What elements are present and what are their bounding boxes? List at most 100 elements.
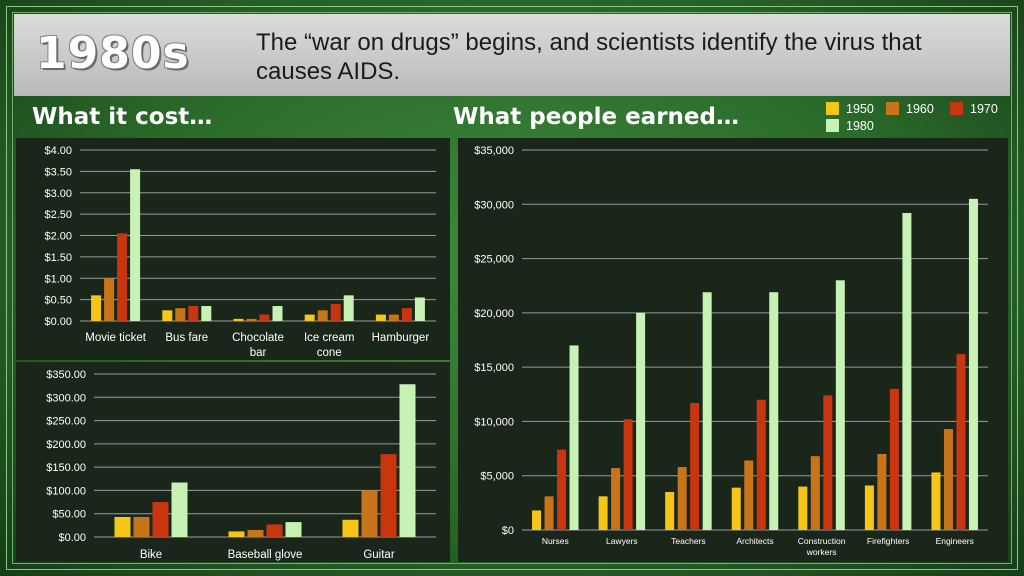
cost-small-category-label: Hamburger bbox=[372, 332, 430, 344]
cost-large-bar-1980 bbox=[285, 522, 302, 537]
cost-large-ytick-label: $0.00 bbox=[58, 532, 86, 544]
cost-small-bar-1960 bbox=[175, 308, 186, 321]
cost-small-category-label: cone bbox=[317, 347, 342, 359]
earnings-category-label: Architects bbox=[736, 536, 773, 546]
earnings-bar-1980 bbox=[569, 345, 579, 530]
cost-small-bar-1970 bbox=[401, 308, 412, 321]
earnings-bar-1980 bbox=[968, 198, 978, 530]
cost-chart-small-items-svg: $0.00 $0.50 $1.00 $1.50 $2.00 $2.50 $3.00 $3.50… bbox=[44, 145, 436, 359]
cost-small-ytick-label: $2.00 bbox=[44, 231, 72, 243]
cost-small-ytick-label: $3.50 bbox=[44, 166, 72, 178]
earnings-bar-1980 bbox=[769, 292, 779, 530]
cost-small-bar-1980 bbox=[343, 295, 354, 321]
cost-small-category-label: Ice cream bbox=[304, 332, 355, 344]
cost-large-bar-1960 bbox=[247, 530, 264, 537]
cost-large-bar-1950 bbox=[342, 519, 359, 537]
cost-large-category-label: Guitar bbox=[363, 549, 394, 561]
earnings-bar-1950 bbox=[931, 472, 941, 530]
cost-small-ytick-label: $1.50 bbox=[44, 252, 72, 264]
earnings-ytick-label: $5,000 bbox=[480, 471, 514, 483]
legend-label-1970: 1970 bbox=[970, 102, 998, 116]
legend-label-1980: 1980 bbox=[846, 119, 874, 133]
cost-large-ytick-label: $350.00 bbox=[46, 369, 86, 381]
earnings-category-label: workers bbox=[806, 547, 837, 557]
era-title: 1980s bbox=[36, 28, 190, 79]
cost-small-bar-1950 bbox=[91, 295, 102, 321]
cost-small-ytick-label: $2.50 bbox=[44, 209, 72, 221]
cost-small-ytick-label: $0.50 bbox=[44, 295, 72, 307]
earnings-bar-1970 bbox=[823, 395, 833, 530]
cost-large-bar-1980 bbox=[399, 384, 416, 537]
cost-small-bar-1950 bbox=[375, 314, 386, 321]
earned-section-title: What people earned… bbox=[453, 104, 739, 130]
earnings-bar-1970 bbox=[956, 354, 966, 530]
cost-small-category-label: Chocolate bbox=[232, 332, 284, 344]
title-banner: 1980s The “war on drugs” begins, and sci… bbox=[14, 14, 1010, 96]
cost-large-ytick-label: $200.00 bbox=[46, 439, 86, 451]
earnings-ytick-label: $20,000 bbox=[474, 308, 514, 320]
cost-small-bar-1960 bbox=[388, 314, 399, 321]
earnings-category-label: Firefighters bbox=[867, 536, 910, 546]
earnings-category-label: Engineers bbox=[936, 536, 974, 546]
cost-small-ytick-label: $3.00 bbox=[44, 188, 72, 200]
earnings-ytick-label: $15,000 bbox=[474, 362, 514, 374]
cost-large-bar-1960 bbox=[133, 516, 150, 537]
legend-label-1960: 1960 bbox=[906, 102, 934, 116]
cost-large-bar-1970 bbox=[266, 524, 283, 537]
earnings-bar-1970 bbox=[889, 388, 899, 530]
earnings-ytick-label: $10,000 bbox=[474, 416, 514, 428]
earnings-bar-1980 bbox=[702, 292, 712, 530]
cost-small-ytick-label: $1.00 bbox=[44, 273, 72, 285]
earnings-category-label: Nurses bbox=[542, 536, 569, 546]
cost-large-ytick-label: $250.00 bbox=[46, 416, 86, 428]
earnings-bar-1970 bbox=[690, 402, 700, 530]
earnings-bar-1950 bbox=[864, 485, 874, 530]
cost-chart-large-items: $0.00 $50.00 $100.00 $150.00 $200.00 $250.00 $… bbox=[16, 362, 450, 562]
earnings-chart: $0 $5,000 $10,000 $15,000 $20,000 $25,000 $30,… bbox=[458, 138, 1008, 562]
cost-small-bar-1980 bbox=[272, 306, 283, 321]
legend-swatch-1970 bbox=[950, 102, 963, 115]
cost-small-bar-1980 bbox=[201, 306, 212, 321]
cost-large-ytick-label: $150.00 bbox=[46, 462, 86, 474]
earnings-bar-1960 bbox=[677, 467, 687, 530]
cost-large-bar-1970 bbox=[380, 454, 397, 537]
cost-small-ytick-label: $0.00 bbox=[44, 316, 72, 328]
earnings-bar-1960 bbox=[810, 456, 820, 530]
cost-small-bar-1980 bbox=[130, 169, 141, 321]
earnings-bar-1960 bbox=[744, 460, 754, 530]
cost-large-ytick-label: $100.00 bbox=[46, 485, 86, 497]
earnings-bar-1960 bbox=[943, 429, 953, 530]
cost-small-bar-1960 bbox=[317, 310, 328, 321]
legend-label-1950: 1950 bbox=[846, 102, 874, 116]
cost-large-bar-1950 bbox=[114, 516, 131, 537]
earnings-bar-1960 bbox=[544, 496, 554, 530]
cost-small-ytick-label: $4.00 bbox=[44, 145, 72, 157]
earnings-bar-1980 bbox=[902, 212, 912, 530]
cost-small-bar-1980 bbox=[414, 297, 425, 321]
cost-large-bar-1960 bbox=[361, 490, 378, 537]
cost-section-title: What it cost… bbox=[32, 104, 213, 130]
earnings-bar-1950 bbox=[665, 492, 675, 530]
earnings-bar-1980 bbox=[835, 280, 845, 530]
earnings-bar-1980 bbox=[636, 312, 646, 530]
cost-small-bar-1950 bbox=[233, 318, 244, 321]
earnings-bar-1950 bbox=[598, 496, 608, 530]
earnings-bar-1970 bbox=[557, 449, 567, 530]
earnings-chart-svg: $0 $5,000 $10,000 $15,000 $20,000 $25,000 $30,… bbox=[474, 145, 988, 557]
earnings-bar-1960 bbox=[877, 454, 887, 530]
cost-large-bar-1970 bbox=[152, 502, 169, 537]
earnings-ytick-label: $25,000 bbox=[474, 254, 514, 266]
legend-swatch-1960 bbox=[886, 102, 899, 115]
headline: The “war on drugs” begins, and scientist… bbox=[256, 29, 922, 85]
cost-small-bar-1960 bbox=[246, 318, 257, 321]
cost-small-category-label: bar bbox=[250, 347, 267, 359]
cost-large-bar-1980 bbox=[171, 482, 188, 537]
cost-small-bar-1960 bbox=[104, 278, 115, 321]
cost-large-ytick-label: $50.00 bbox=[52, 509, 86, 521]
cost-chart-small-items: $0.00 $0.50 $1.00 $1.50 $2.00 $2.50 $3.00 $3.50… bbox=[16, 138, 450, 360]
cost-large-ytick-label: $300.00 bbox=[46, 392, 86, 404]
cost-chart-large-items-svg: $0.00 $50.00 $100.00 $150.00 $200.00 $250.00 $… bbox=[46, 369, 436, 561]
cost-small-category-label: Bus fare bbox=[165, 332, 208, 344]
earnings-bar-1950 bbox=[731, 487, 741, 530]
earnings-bar-1960 bbox=[611, 468, 621, 530]
